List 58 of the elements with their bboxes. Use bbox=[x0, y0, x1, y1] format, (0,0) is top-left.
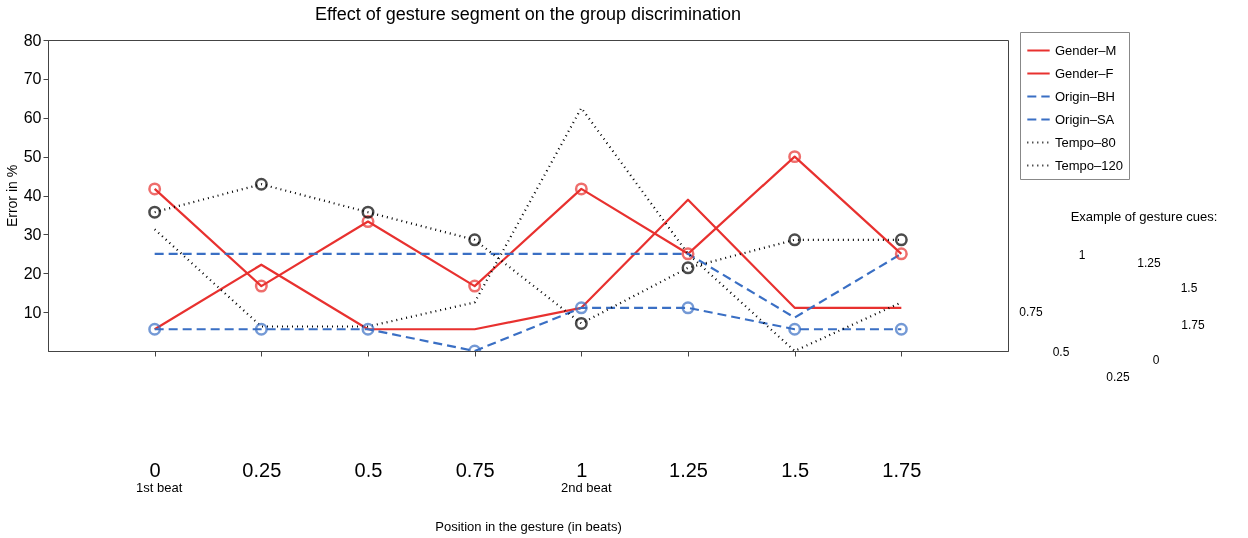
legend-label: Tempo–80 bbox=[1055, 134, 1116, 150]
text: 1st beat bbox=[136, 480, 183, 495]
x-tick-label: 0 bbox=[149, 458, 161, 481]
y-tick-label: 50 bbox=[23, 148, 42, 166]
text: 1.5 bbox=[1180, 281, 1198, 295]
x-axis-title: Position in the gesture (in beats) bbox=[435, 518, 622, 534]
point bbox=[361, 205, 375, 219]
legend-label: Gender–M bbox=[1055, 42, 1117, 58]
x-tick-label: 1.5 bbox=[781, 458, 810, 481]
point bbox=[148, 182, 162, 196]
point bbox=[788, 150, 802, 164]
point bbox=[894, 322, 908, 336]
text: 2nd beat bbox=[561, 480, 612, 495]
legend-label: Tempo–120 bbox=[1055, 157, 1123, 173]
point bbox=[148, 205, 162, 219]
point bbox=[894, 233, 908, 247]
legend-label: Gender–F bbox=[1055, 65, 1114, 81]
text: 0.25 bbox=[1106, 370, 1130, 384]
point bbox=[468, 279, 482, 293]
point bbox=[681, 301, 695, 315]
legend-label: Origin–BH bbox=[1055, 88, 1115, 104]
y-tick-label: 40 bbox=[23, 187, 42, 204]
point bbox=[254, 177, 268, 191]
point bbox=[361, 322, 375, 336]
text: 0.75 bbox=[1019, 305, 1043, 319]
point bbox=[254, 279, 268, 293]
x-tick-label: 0.25 bbox=[242, 458, 282, 481]
text: 1.25 bbox=[1137, 256, 1161, 270]
x-tick-label: 0.75 bbox=[455, 458, 495, 481]
chart-title: Effect of gesture segment on the group discrimination bbox=[315, 3, 741, 24]
point bbox=[574, 316, 588, 330]
y-tick-label: 80 bbox=[23, 31, 42, 49]
point bbox=[148, 322, 162, 336]
text: 1 bbox=[1078, 248, 1086, 262]
x-tick-label: 0.5 bbox=[354, 458, 383, 481]
point bbox=[788, 322, 802, 336]
text: 0 bbox=[1152, 353, 1160, 367]
point bbox=[788, 233, 802, 247]
x-tick-label: 1 bbox=[576, 458, 588, 481]
y-tick-label: 70 bbox=[23, 70, 42, 88]
x-tick-label: 1.25 bbox=[669, 458, 708, 481]
y-tick-label: 30 bbox=[23, 225, 42, 243]
y-tick-label: 20 bbox=[23, 264, 42, 282]
x-tick-label: 1.75 bbox=[882, 458, 922, 481]
point bbox=[254, 322, 268, 336]
text: 1.75 bbox=[1181, 318, 1205, 332]
point bbox=[574, 301, 588, 315]
point bbox=[574, 182, 588, 196]
point bbox=[681, 247, 695, 261]
text: 0.5 bbox=[1052, 345, 1070, 359]
legend-label: Origin–SA bbox=[1055, 111, 1115, 127]
text: Example of gesture cues: bbox=[1070, 209, 1218, 224]
y-tick-label: 60 bbox=[23, 109, 42, 127]
point bbox=[681, 261, 695, 275]
point bbox=[894, 247, 908, 261]
y-tick-label: 10 bbox=[23, 303, 42, 321]
y-axis-title: Error in % bbox=[3, 164, 20, 228]
point bbox=[468, 233, 482, 247]
